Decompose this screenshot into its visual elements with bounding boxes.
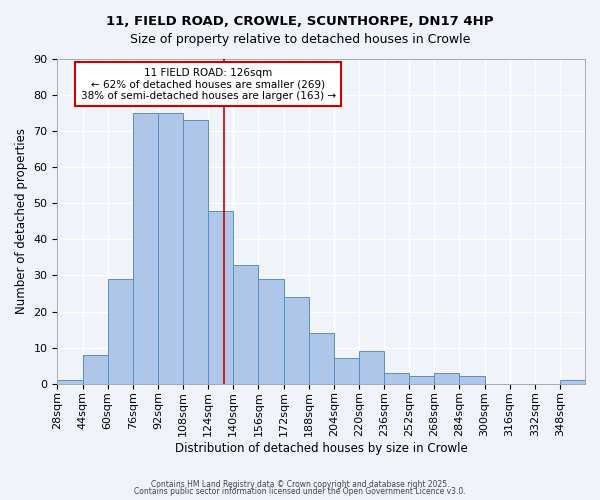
Bar xyxy=(434,373,460,384)
Bar xyxy=(208,210,233,384)
Bar xyxy=(384,373,409,384)
Bar xyxy=(409,376,434,384)
Bar xyxy=(359,351,384,384)
Bar xyxy=(284,297,308,384)
Bar xyxy=(308,333,334,384)
Bar xyxy=(183,120,208,384)
Bar xyxy=(460,376,485,384)
Text: Size of property relative to detached houses in Crowle: Size of property relative to detached ho… xyxy=(130,32,470,46)
Text: 11 FIELD ROAD: 126sqm
← 62% of detached houses are smaller (269)
38% of semi-det: 11 FIELD ROAD: 126sqm ← 62% of detached … xyxy=(80,68,336,101)
Bar xyxy=(158,113,183,384)
Bar xyxy=(133,113,158,384)
Bar xyxy=(83,355,107,384)
X-axis label: Distribution of detached houses by size in Crowle: Distribution of detached houses by size … xyxy=(175,442,467,455)
Y-axis label: Number of detached properties: Number of detached properties xyxy=(15,128,28,314)
Bar xyxy=(107,279,133,384)
Bar xyxy=(233,264,259,384)
Text: 11, FIELD ROAD, CROWLE, SCUNTHORPE, DN17 4HP: 11, FIELD ROAD, CROWLE, SCUNTHORPE, DN17… xyxy=(106,15,494,28)
Text: Contains HM Land Registry data © Crown copyright and database right 2025.: Contains HM Land Registry data © Crown c… xyxy=(151,480,449,489)
Bar xyxy=(334,358,359,384)
Bar xyxy=(259,279,284,384)
Bar xyxy=(560,380,585,384)
Text: Contains public sector information licensed under the Open Government Licence v3: Contains public sector information licen… xyxy=(134,487,466,496)
Bar xyxy=(58,380,83,384)
